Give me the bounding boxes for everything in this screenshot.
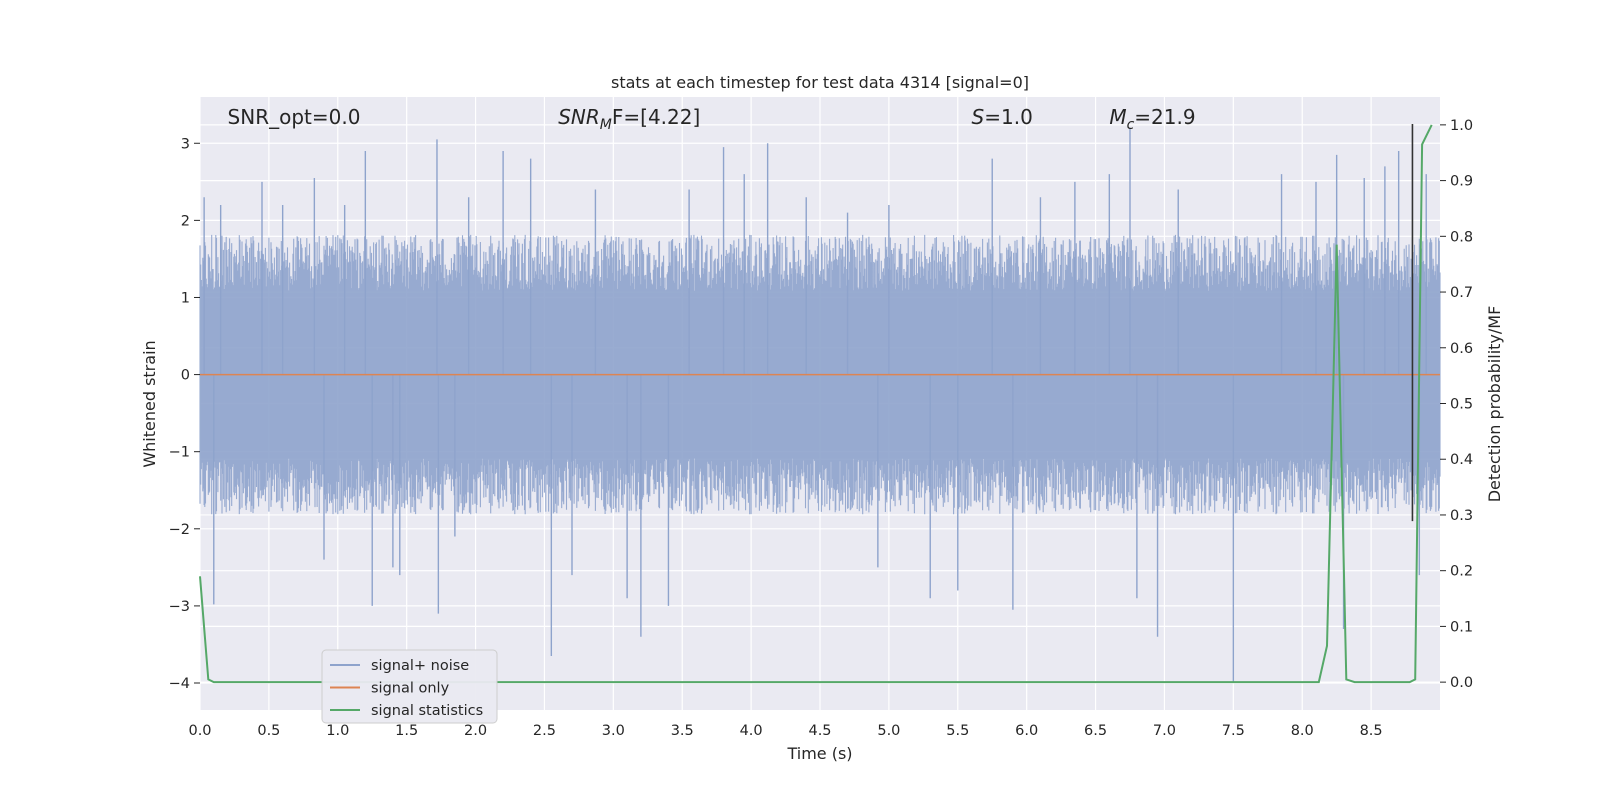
y-tick-label: −2 [169, 522, 190, 538]
x-tick-label: 7.0 [1153, 723, 1176, 739]
y-tick-label: −4 [169, 676, 190, 692]
y2-axis-label: Detection probability/MF [1485, 306, 1504, 503]
x-axis-label: Time (s) [786, 744, 852, 763]
y-tick-labels: −4 −3 −2 −1 0 1 2 3 [169, 136, 200, 692]
y2-tick-labels: 0.0 0.1 0.2 0.3 0.4 0.5 0.6 0.7 0.8 0.9 1.0 [1440, 118, 1473, 691]
x-tick-label: 3.0 [602, 723, 625, 739]
y-axis-label: Whitened strain [140, 340, 159, 467]
series-layer [199, 123, 1440, 684]
y2-tick-label: 0.6 [1450, 341, 1473, 357]
x-tick-label: 2.0 [464, 723, 487, 739]
y-tick-label: 0 [181, 368, 190, 384]
annotations: SNR_opt=0.0 SNRMF=[4.22] S=1.0 Mc=21.9 [228, 105, 1196, 133]
y2-tick-label: 0.1 [1450, 619, 1473, 635]
y2-tick-label: 0.4 [1450, 452, 1473, 468]
annotation-snr_mf: SNRMF=[4.22] [558, 105, 700, 133]
annotation-mc: Mc=21.9 [1109, 105, 1195, 133]
annotation-snr_opt: SNR_opt=0.0 [228, 105, 361, 129]
chart-title: stats at each timestep for test data 431… [611, 73, 1029, 92]
x-tick-label: 1.0 [326, 723, 349, 739]
x-tick-labels: 0.0 0.5 1.0 1.5 2.0 2.5 3.0 3.5 4.0 4.5 5.0 5.5 6.0 6… [188, 723, 1382, 739]
legend-box [321, 649, 498, 724]
y-tick-label: −1 [169, 445, 190, 461]
y2-tick-label: 0.2 [1450, 564, 1473, 580]
annotation-s: S=1.0 [972, 105, 1033, 129]
x-tick-label: 2.5 [533, 723, 556, 739]
x-tick-label: 4.0 [740, 723, 763, 739]
y2-tick-label: 0.8 [1450, 229, 1473, 245]
x-tick-label: 0.5 [257, 723, 280, 739]
x-tick-label: 5.5 [946, 723, 969, 739]
y2-tick-label: 0.9 [1450, 174, 1473, 190]
x-tick-label: 5.0 [877, 723, 900, 739]
x-tick-label: 8.5 [1360, 723, 1383, 739]
x-tick-label: 7.5 [1222, 723, 1245, 739]
x-tick-label: 6.5 [1084, 723, 1107, 739]
y2-tick-label: 1.0 [1450, 118, 1473, 134]
y-tick-label: 1 [181, 290, 190, 306]
x-tick-label: 1.5 [395, 723, 418, 739]
x-tick-label: 4.5 [808, 723, 831, 739]
x-tick-label: 3.5 [671, 723, 694, 739]
legend-label: signal only [371, 681, 450, 697]
signal-statistics-line [199, 124, 1433, 684]
y2-tick-label: 0.3 [1450, 508, 1473, 524]
y-tick-label: 2 [181, 213, 190, 229]
legend-label: signal+ noise [371, 658, 469, 674]
legend-label: signal statistics [371, 703, 483, 719]
y2-tick-label: 0.0 [1450, 675, 1473, 691]
x-tick-label: 8.0 [1291, 723, 1314, 739]
legend: signal+ noise signal only signal statistic… [321, 649, 498, 724]
x-tick-label: 0.0 [188, 723, 211, 739]
y2-tick-label: 0.5 [1450, 397, 1473, 413]
y-tick-label: 3 [181, 136, 190, 152]
x-tick-label: 6.0 [1015, 723, 1038, 739]
y-tick-label: −3 [169, 599, 190, 615]
y2-tick-label: 0.7 [1450, 285, 1473, 301]
